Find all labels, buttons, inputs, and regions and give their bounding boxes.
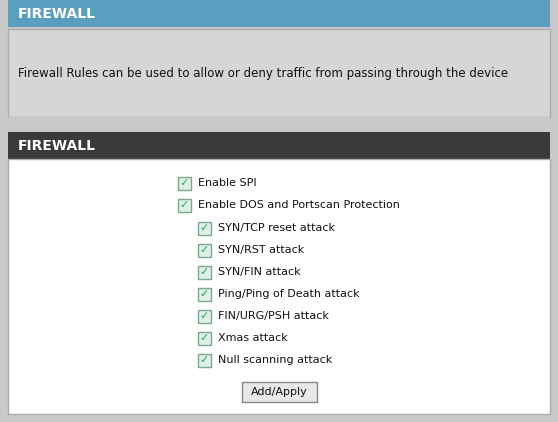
Bar xyxy=(198,222,210,235)
Text: ✓: ✓ xyxy=(199,333,209,343)
Text: SYN/TCP reset attack: SYN/TCP reset attack xyxy=(218,223,335,233)
Bar xyxy=(177,198,190,211)
Text: ✓: ✓ xyxy=(199,311,209,321)
Text: ✓: ✓ xyxy=(179,200,189,210)
Text: FIN/URG/PSH attack: FIN/URG/PSH attack xyxy=(218,311,329,321)
Bar xyxy=(8,29,550,117)
Bar xyxy=(198,287,210,300)
Bar xyxy=(8,117,550,132)
Text: FIREWALL: FIREWALL xyxy=(18,6,96,21)
Text: Add/Apply: Add/Apply xyxy=(251,387,307,397)
Bar xyxy=(198,354,210,366)
Bar xyxy=(8,159,550,414)
Text: Xmas attack: Xmas attack xyxy=(218,333,288,343)
Text: Ping/Ping of Death attack: Ping/Ping of Death attack xyxy=(218,289,359,299)
Text: Enable DOS and Portscan Protection: Enable DOS and Portscan Protection xyxy=(198,200,400,210)
Bar xyxy=(198,243,210,257)
Text: Enable SPI: Enable SPI xyxy=(198,178,257,188)
Text: SYN/FIN attack: SYN/FIN attack xyxy=(218,267,301,277)
Bar xyxy=(198,332,210,344)
Bar xyxy=(8,132,550,159)
Text: ✓: ✓ xyxy=(199,245,209,255)
Text: ✓: ✓ xyxy=(179,178,189,188)
Text: ✓: ✓ xyxy=(199,289,209,299)
Text: Null scanning attack: Null scanning attack xyxy=(218,355,332,365)
Text: ✓: ✓ xyxy=(199,223,209,233)
Bar xyxy=(198,265,210,279)
Text: ✓: ✓ xyxy=(199,267,209,277)
Text: SYN/RST attack: SYN/RST attack xyxy=(218,245,304,255)
Bar xyxy=(177,176,190,189)
Text: FIREWALL: FIREWALL xyxy=(18,138,96,152)
Text: ✓: ✓ xyxy=(199,355,209,365)
Bar xyxy=(198,309,210,322)
Text: Firewall Rules can be used to allow or deny traffic from passing through the dev: Firewall Rules can be used to allow or d… xyxy=(18,67,508,79)
Bar xyxy=(8,0,550,27)
Bar xyxy=(242,382,316,402)
